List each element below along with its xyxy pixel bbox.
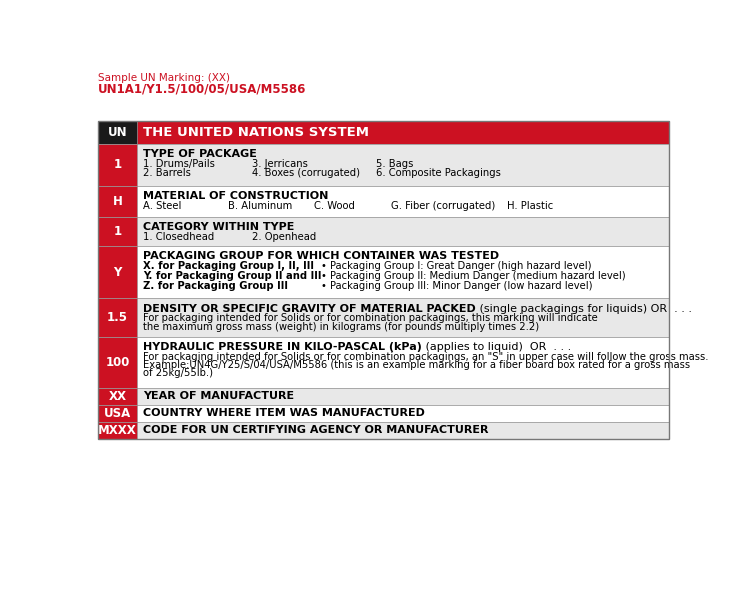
Text: 100: 100 <box>105 356 129 369</box>
Text: (applies to liquid)  OR  . . .: (applies to liquid) OR . . . <box>422 342 571 352</box>
Bar <box>98 298 669 337</box>
Text: 1: 1 <box>114 159 122 171</box>
Text: MATERIAL OF CONSTRUCTION: MATERIAL OF CONSTRUCTION <box>143 191 328 201</box>
Bar <box>98 298 137 337</box>
Text: For packaging intended for Solids or for combination packagings, this marking wi: For packaging intended for Solids or for… <box>143 313 598 323</box>
Bar <box>98 144 137 186</box>
Text: CODE FOR UN CERTIFYING AGENCY OR MANUFACTURER: CODE FOR UN CERTIFYING AGENCY OR MANUFAC… <box>143 425 488 435</box>
Bar <box>98 246 137 298</box>
Text: 2. Openhead: 2. Openhead <box>251 232 316 242</box>
Text: XX: XX <box>108 390 126 403</box>
Bar <box>98 337 137 388</box>
Text: Z. for Packaging Group III: Z. for Packaging Group III <box>143 281 288 290</box>
Text: C. Wood: C. Wood <box>313 201 355 211</box>
Text: UN: UN <box>108 125 127 138</box>
Bar <box>98 388 669 405</box>
Text: the maximum gross mass (weight) in kilograms (for pounds multiply times 2.2): the maximum gross mass (weight) in kilog… <box>143 321 539 331</box>
Text: Sample UN Marking: (XX): Sample UN Marking: (XX) <box>98 73 230 83</box>
Bar <box>98 121 669 144</box>
Text: MXXX: MXXX <box>98 424 137 437</box>
Text: (single packagings for liquids) OR  . . .: (single packagings for liquids) OR . . . <box>476 304 692 314</box>
Text: UN1A1/Y1.5/100/05/USA/M5586: UN1A1/Y1.5/100/05/USA/M5586 <box>98 82 307 95</box>
Text: • Packaging Group II: Medium Danger (medium hazard level): • Packaging Group II: Medium Danger (med… <box>322 271 626 281</box>
Text: COUNTRY WHERE ITEM WAS MANUFACTURED: COUNTRY WHERE ITEM WAS MANUFACTURED <box>143 408 425 418</box>
Text: 6. Composite Packagings: 6. Composite Packagings <box>375 168 500 178</box>
Text: YEAR OF MANUFACTURE: YEAR OF MANUFACTURE <box>143 391 294 401</box>
Text: DENSITY OR SPECIFIC GRAVITY OF MATERIAL PACKED: DENSITY OR SPECIFIC GRAVITY OF MATERIAL … <box>143 304 476 314</box>
Bar <box>98 246 669 298</box>
Bar <box>98 217 137 246</box>
Text: PACKAGING GROUP FOR WHICH CONTAINER WAS TESTED: PACKAGING GROUP FOR WHICH CONTAINER WAS … <box>143 251 499 261</box>
Text: USA: USA <box>104 407 131 419</box>
Bar <box>98 217 669 246</box>
Text: 1.5: 1.5 <box>107 311 128 324</box>
Bar <box>98 422 137 438</box>
Bar <box>98 422 669 438</box>
Text: Y: Y <box>114 266 122 279</box>
Text: 1. Drums/Pails: 1. Drums/Pails <box>143 159 215 169</box>
Text: • Packaging Group I: Great Danger (high hazard level): • Packaging Group I: Great Danger (high … <box>322 261 592 271</box>
Text: 4. Boxes (corrugated): 4. Boxes (corrugated) <box>251 168 360 178</box>
Text: Y. for Packaging Group II and III: Y. for Packaging Group II and III <box>143 271 322 281</box>
Text: For packaging intended for Solids or for combination packagings, an "S" in upper: For packaging intended for Solids or for… <box>143 352 708 362</box>
Text: X. for Packaging Group I, II, III: X. for Packaging Group I, II, III <box>143 261 314 271</box>
Text: A. Steel: A. Steel <box>143 201 182 211</box>
Bar <box>98 337 669 388</box>
Bar <box>98 121 669 438</box>
Bar <box>98 121 137 144</box>
Bar <box>98 144 669 186</box>
Text: 1. Closedhead: 1. Closedhead <box>143 232 215 242</box>
Text: 2. Barrels: 2. Barrels <box>143 168 191 178</box>
Text: TYPE OF PACKAGE: TYPE OF PACKAGE <box>143 149 257 159</box>
Text: G. Fiber (corrugated): G. Fiber (corrugated) <box>391 201 495 211</box>
Text: H. Plastic: H. Plastic <box>507 201 554 211</box>
Text: 1: 1 <box>114 225 122 238</box>
Bar <box>98 405 137 422</box>
Bar <box>98 186 669 217</box>
Text: of 25kg/55lb.): of 25kg/55lb.) <box>143 368 213 378</box>
Text: CATEGORY WITHIN TYPE: CATEGORY WITHIN TYPE <box>143 222 295 232</box>
Text: Example:UN4G/Y25/S/04/USA/M5586 (this is an example marking for a fiber board bo: Example:UN4G/Y25/S/04/USA/M5586 (this is… <box>143 360 690 370</box>
Bar <box>98 405 669 422</box>
Bar <box>98 388 137 405</box>
Text: HYDRAULIC PRESSURE IN KILO-PASCAL (kPa): HYDRAULIC PRESSURE IN KILO-PASCAL (kPa) <box>143 342 422 352</box>
Text: • Packaging Group III: Minor Danger (low hazard level): • Packaging Group III: Minor Danger (low… <box>322 281 593 290</box>
Text: 3. Jerricans: 3. Jerricans <box>251 159 307 169</box>
Text: H: H <box>113 195 123 208</box>
Text: THE UNITED NATIONS SYSTEM: THE UNITED NATIONS SYSTEM <box>143 125 369 138</box>
Bar <box>98 186 137 217</box>
Text: 5. Bags: 5. Bags <box>375 159 413 169</box>
Text: B. Aluminum: B. Aluminum <box>228 201 292 211</box>
